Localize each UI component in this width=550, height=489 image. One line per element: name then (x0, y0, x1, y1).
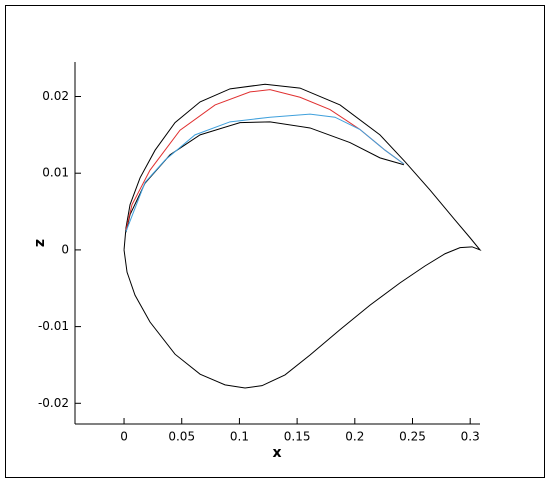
series-line (125, 89, 405, 231)
x-tick-label: 0.2 (345, 430, 364, 444)
x-tick-label: 0.25 (399, 430, 426, 444)
x-tick-label: 0 (120, 430, 128, 444)
series-line (125, 121, 405, 233)
x-tick-label: 0.15 (284, 430, 311, 444)
y-tick-label: -0.01 (38, 319, 69, 333)
y-tick-label: 0 (61, 242, 69, 256)
series-line (123, 83, 482, 389)
x-axis-title: x (272, 445, 281, 461)
y-tick-label: 0.02 (42, 89, 69, 103)
y-axis-title: z (32, 239, 48, 247)
x-tick-label: 0.05 (168, 430, 195, 444)
y-tick-label: -0.02 (38, 396, 69, 410)
x-tick-label: 0.3 (461, 430, 480, 444)
y-tick-label: 0.01 (42, 166, 69, 180)
series-line (125, 113, 405, 232)
frame (5, 5, 545, 478)
x-tick-label: 0.1 (230, 430, 249, 444)
